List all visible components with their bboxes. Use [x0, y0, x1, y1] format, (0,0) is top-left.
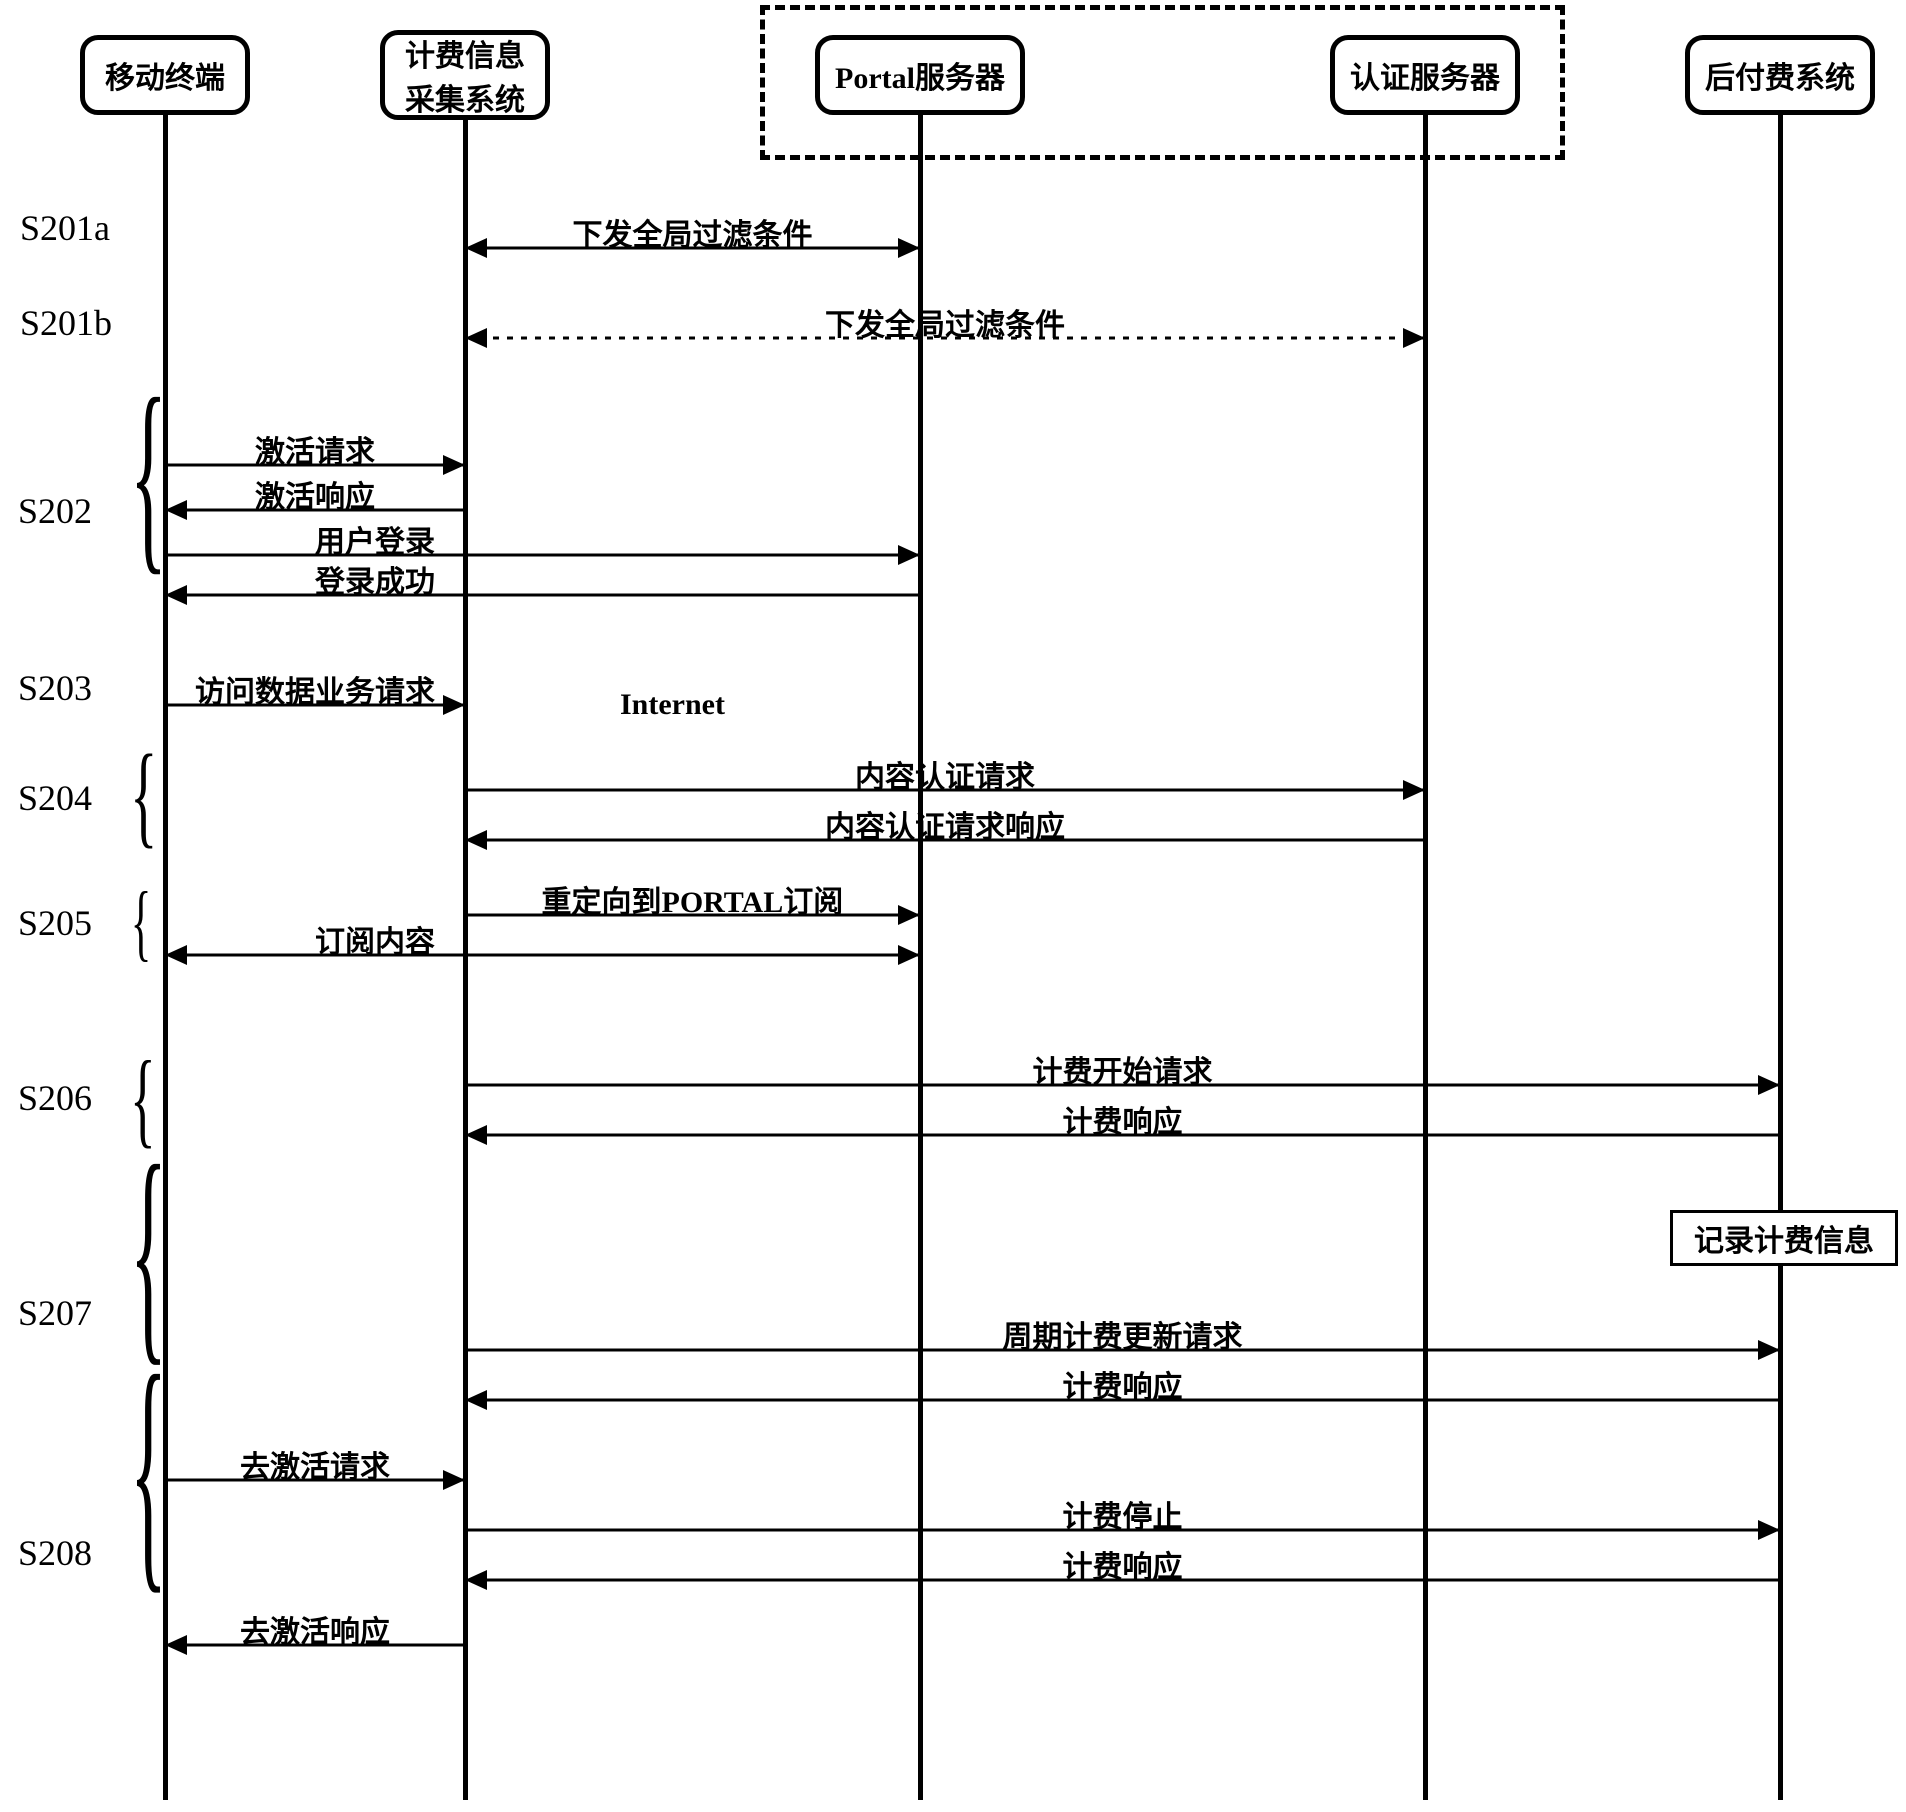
msg-label: 下发全局过滤条件 — [825, 300, 1065, 344]
msg-label: 计费停止 — [1063, 1492, 1183, 1536]
msg-label: 访问数据业务请求 — [195, 667, 435, 711]
note-billing-record: 记录计费信息 — [1670, 1210, 1898, 1266]
internet-label: Internet — [620, 688, 725, 722]
msg-label: 激活请求 — [255, 427, 375, 471]
msg-label: 周期计费更新请求 — [1003, 1312, 1243, 1356]
msg-label: 登录成功 — [315, 557, 435, 601]
msg-label: 去激活请求 — [240, 1442, 390, 1486]
msg-label: 内容认证请求响应 — [825, 802, 1065, 846]
msg-label: 计费响应 — [1063, 1362, 1183, 1406]
msg-label: 激活响应 — [255, 472, 375, 516]
msg-label: 计费开始请求 — [1033, 1047, 1213, 1091]
msg-label: 计费响应 — [1063, 1542, 1183, 1586]
msg-label: 用户登录 — [315, 517, 435, 561]
msg-label: 内容认证请求 — [855, 752, 1035, 796]
msg-label: 重定向到PORTAL订阅 — [542, 877, 844, 921]
msg-label: 去激活响应 — [240, 1607, 390, 1651]
msg-label: 订阅内容 — [315, 917, 435, 961]
msg-label: 计费响应 — [1063, 1097, 1183, 1141]
msg-label: 下发全局过滤条件 — [573, 210, 813, 254]
